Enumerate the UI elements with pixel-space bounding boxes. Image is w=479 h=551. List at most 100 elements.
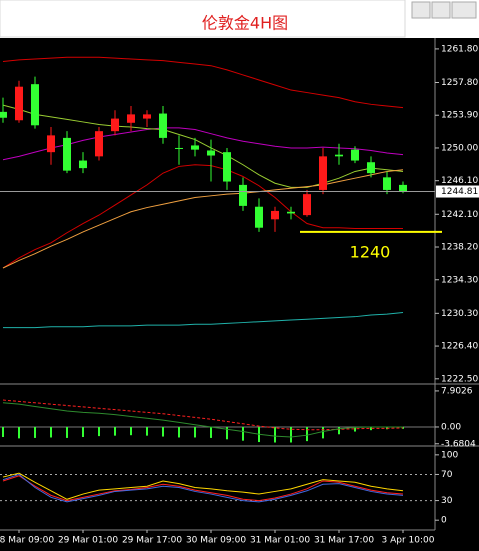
y-tick-label: 1253.90	[441, 111, 478, 121]
candle-body	[191, 145, 199, 150]
histogram-bar	[290, 426, 292, 443]
histogram-bar	[146, 426, 148, 436]
overlay-line	[2, 169, 404, 269]
y-tick-label: 100	[441, 450, 458, 460]
axes: 1261.80 1257.80 1253.90 1250.00 1246.10 1242.…	[0, 44, 479, 546]
y-tick-label: 1246.10	[441, 176, 478, 186]
candle-body	[0, 111, 7, 118]
title-frame	[0, 0, 406, 38]
candle-body	[255, 206, 263, 228]
histogram-bar	[242, 426, 244, 441]
last-price-box	[436, 185, 479, 198]
histogram-bar	[322, 426, 324, 439]
candle-body	[143, 114, 151, 119]
histogram-bar	[34, 426, 36, 438]
window-button[interactable]	[411, 1, 431, 19]
histogram-bar	[2, 426, 4, 438]
candle-body	[15, 86, 23, 121]
x-tick-label: 29 Mar 01:00	[58, 536, 118, 546]
candle-body	[383, 177, 391, 190]
y-tick-label: 0	[441, 516, 447, 526]
histogram-bar	[130, 426, 132, 436]
candle-body	[271, 210, 279, 220]
x-tick-label: 31 Mar 01:00	[250, 536, 310, 546]
y-tick-label: 70	[441, 470, 453, 480]
oscillator-line	[2, 473, 404, 503]
y-tick-label: 1238.20	[441, 243, 478, 253]
overlay-line	[2, 56, 404, 109]
window-button[interactable]	[431, 1, 451, 19]
candle-body	[335, 154, 343, 157]
histogram-bar	[210, 426, 212, 438]
y-tick-label: 1242.10	[441, 210, 478, 220]
title-bar	[0, 0, 479, 38]
overlay-line	[2, 164, 403, 269]
histogram-bar	[338, 426, 340, 435]
chart-title: 伦敦金4H图	[202, 14, 288, 33]
overlay-line	[2, 104, 404, 188]
x-tick-label: 3 Apr 10:00	[382, 536, 435, 546]
candle-body	[303, 194, 311, 216]
y-tick-label: 1222.50	[441, 374, 478, 384]
candle-body	[111, 118, 119, 132]
histogram-bar	[274, 426, 276, 443]
x-tick-label: 31 Mar 17:00	[314, 536, 374, 546]
y-tick-label: 1257.80	[441, 78, 478, 88]
x-tick-label: 29 Mar 17:00	[122, 536, 182, 546]
y-tick-label: 30	[441, 496, 453, 506]
window-button[interactable]	[451, 1, 477, 19]
y-tick-label: 1230.30	[441, 309, 478, 319]
y-tick-label: 1226.40	[441, 342, 478, 352]
candle-body	[31, 84, 39, 126]
candle-body	[95, 131, 103, 157]
x-tick-label: 30 Mar 09:00	[186, 536, 246, 546]
candle-body	[287, 211, 295, 214]
y-tick-label: -3.6804	[441, 439, 476, 449]
candle-body	[79, 160, 87, 169]
candle-body	[159, 113, 167, 138]
histogram-bar	[18, 426, 20, 439]
histogram-bar	[50, 426, 52, 438]
candle-body	[399, 184, 407, 192]
y-tick-label: 1261.80	[441, 44, 478, 54]
chart-background	[0, 38, 479, 551]
overlay-line	[3, 311, 404, 329]
candle-body	[207, 150, 215, 156]
histogram-bar	[226, 426, 228, 440]
y-tick-label: 1250.00	[441, 143, 478, 153]
histogram-bar	[370, 426, 372, 431]
macd-plot	[0, 399, 435, 443]
support-label: 1240	[350, 242, 391, 261]
candle-body	[351, 149, 359, 161]
last-price-label: 1244.81	[441, 187, 478, 197]
histogram-bar	[114, 426, 116, 436]
histogram-bar	[162, 426, 164, 437]
main-plot	[0, 56, 435, 329]
oscillator-line	[2, 472, 404, 500]
y-tick-label: 1234.30	[441, 275, 478, 285]
histogram-bar	[98, 426, 100, 437]
macd-line	[2, 402, 403, 438]
histogram-bar	[194, 426, 196, 438]
stoch-plot	[0, 472, 435, 503]
histogram-bar	[306, 426, 308, 442]
histogram-bar	[354, 426, 356, 432]
histogram-bar	[402, 426, 404, 429]
y-tick-label: 0.00	[441, 422, 461, 432]
oscillator-line	[2, 475, 404, 502]
candle-body	[47, 135, 55, 153]
candle-body	[319, 156, 327, 190]
y-tick-label: 7.9026	[441, 386, 473, 396]
histogram-bar	[178, 426, 180, 438]
candle-body	[127, 114, 135, 123]
histogram-bar	[82, 426, 84, 438]
candle-body	[63, 137, 71, 171]
candle-body	[223, 152, 231, 182]
candle-body	[239, 184, 247, 206]
x-tick-label: 28 Mar 09:00	[0, 536, 54, 546]
candle-body	[367, 162, 375, 174]
histogram-bar	[66, 426, 68, 438]
candle-body	[175, 147, 183, 149]
macd-line	[2, 399, 404, 431]
